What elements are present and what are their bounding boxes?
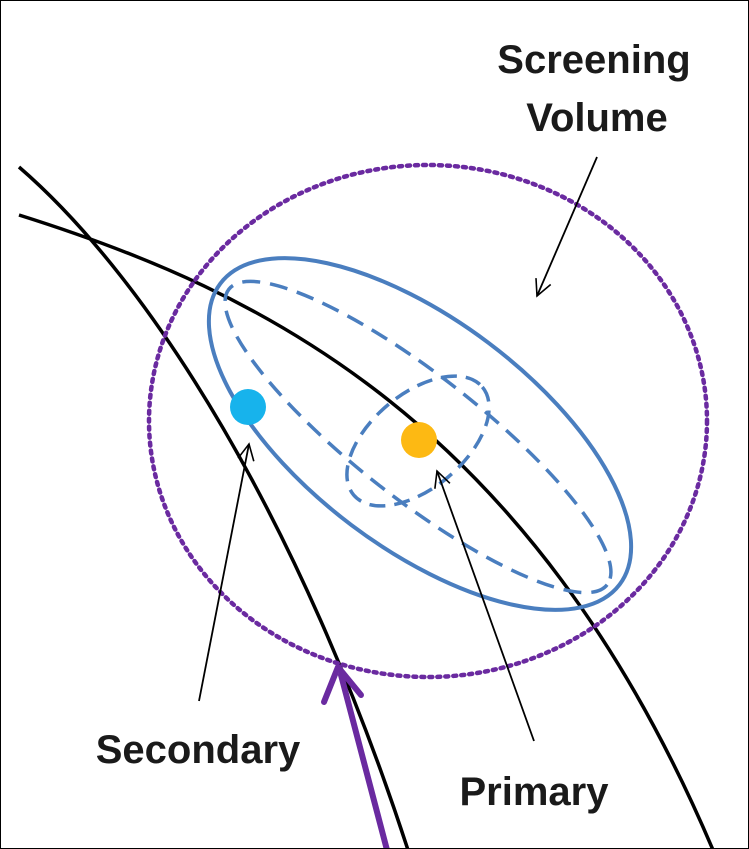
primary-object-dot xyxy=(401,422,437,458)
secondary-pointer-arrow xyxy=(198,442,255,702)
primary-pointer-arrow xyxy=(434,469,535,742)
screening-volume-label-line1: Screening xyxy=(497,38,690,82)
primary-label: Primary xyxy=(460,770,610,814)
velocity-arrow xyxy=(321,664,390,848)
secondary-orbit-curve xyxy=(17,165,410,848)
secondary-object-dot xyxy=(230,389,266,425)
screening-volume-circle xyxy=(146,162,710,680)
outer-uncertainty-ellipse xyxy=(206,256,634,612)
secondary-label: Secondary xyxy=(96,728,301,772)
primary-orbit-curve xyxy=(18,213,715,848)
dashed-long-ellipse xyxy=(223,279,613,595)
screening-volume-pointer-arrow xyxy=(535,156,598,298)
screening-volume-label-line2: Volume xyxy=(526,96,668,140)
